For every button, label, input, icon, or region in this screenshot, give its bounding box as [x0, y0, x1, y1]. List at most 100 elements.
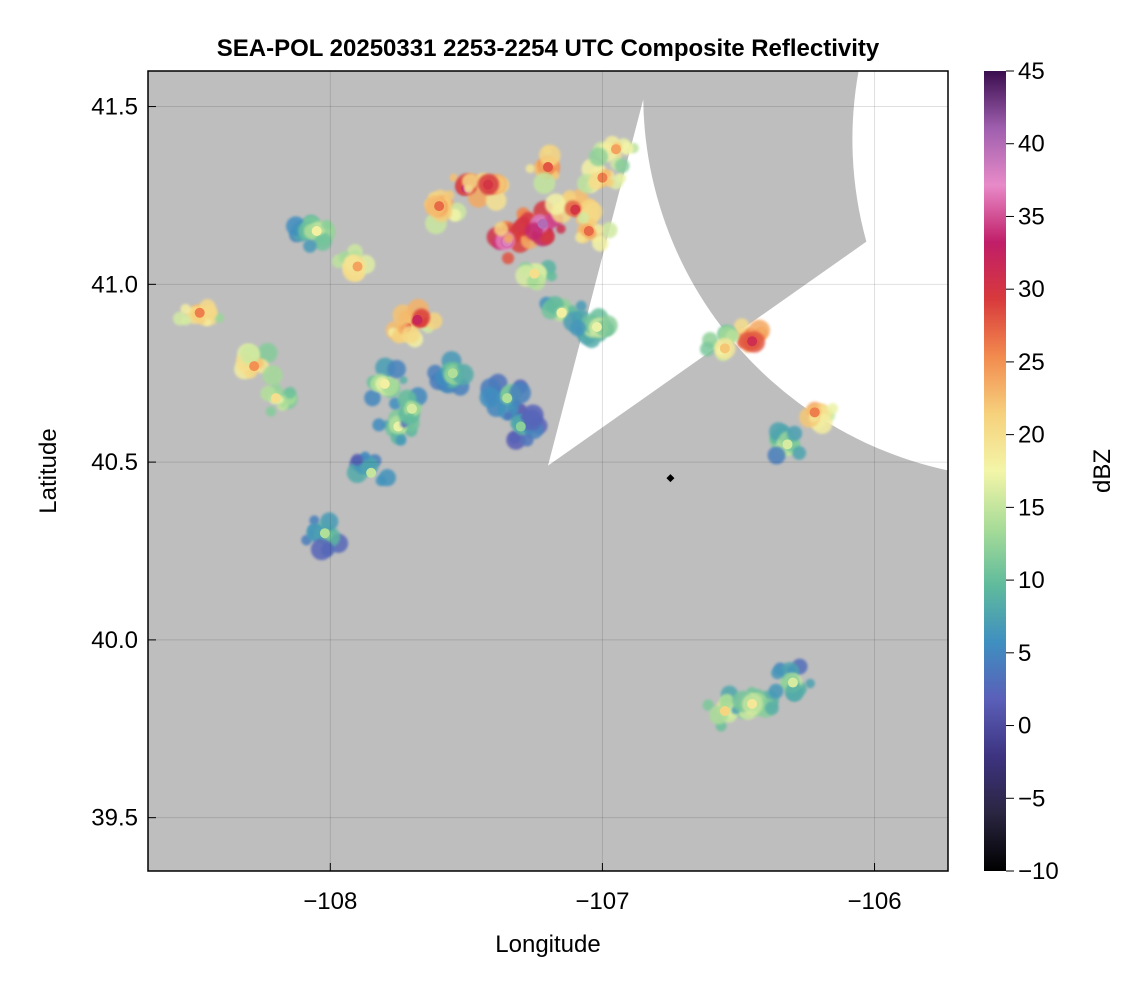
colorbar-tick-label: 35 [1018, 203, 1045, 230]
radar-coverage-area [548, 71, 948, 471]
echo-core [483, 179, 494, 190]
echo-cell [799, 401, 839, 434]
echo-blob [734, 318, 750, 334]
echo-core [447, 368, 458, 379]
echo-blob [556, 224, 566, 234]
echo-blob [503, 233, 514, 244]
echo-blob [395, 434, 407, 446]
echo-cell [767, 422, 807, 465]
echo-core [570, 204, 581, 215]
x-axis-label: Longitude [495, 931, 600, 958]
echo-cell [346, 451, 396, 487]
echo-cell [260, 383, 298, 417]
echo-blob [786, 665, 796, 675]
echo-core [747, 698, 758, 709]
echo-core [611, 144, 622, 155]
colorbar-tick-label: 5 [1018, 640, 1031, 667]
echo-core [719, 343, 730, 354]
colorbar-tick-label: 0 [1018, 713, 1031, 740]
y-axis-ticks: 39.5 40.0 40.5 41.0 41.5 [91, 94, 156, 832]
echo-blob [614, 158, 630, 174]
echo-core [352, 261, 363, 272]
echo-blob [577, 212, 590, 224]
echo-core [434, 201, 445, 212]
echo-cell [461, 173, 510, 211]
colorbar-tick-label: 10 [1018, 567, 1045, 594]
echo-cell [392, 298, 443, 344]
plot-frame [147, 70, 949, 872]
echo-core [747, 336, 758, 347]
colorbar-tick-label: 25 [1018, 349, 1045, 376]
echo-blob [320, 512, 339, 531]
echo-blob [786, 425, 803, 442]
echo-blob [372, 418, 386, 432]
echo-cell [589, 135, 639, 174]
echo-cell [569, 308, 618, 349]
echo-blob [765, 701, 779, 715]
echo-blob [589, 147, 608, 167]
x-tick-label: −108 [303, 888, 357, 915]
echo-cell [525, 144, 561, 195]
echo-blob [313, 232, 332, 251]
echo-blob [575, 300, 587, 312]
y-tick-label: 40.0 [91, 627, 138, 654]
colorbar-scale [984, 71, 1006, 871]
x-axis-ticks: −108 −107 −106 [303, 863, 902, 915]
echo-blob [503, 412, 512, 421]
echo-cell [503, 404, 548, 450]
echo-cell [575, 212, 618, 252]
echo-core [412, 314, 423, 325]
echo-blob [620, 142, 634, 156]
echo-blob [378, 469, 396, 487]
echo-blob [321, 219, 332, 230]
echo-cell [364, 357, 408, 407]
echo-blob [360, 451, 370, 461]
echo-blob [592, 235, 609, 252]
y-tick-label: 40.5 [91, 449, 138, 476]
echo-blob [444, 190, 455, 201]
echo-core [249, 361, 260, 372]
echo-blob [601, 222, 618, 239]
echo-core [194, 307, 205, 318]
echo-core [719, 706, 730, 716]
echo-blob [525, 164, 535, 174]
echo-blob [485, 190, 507, 211]
echo-blob [699, 341, 715, 357]
echo-core [787, 677, 798, 688]
gridlines [148, 71, 948, 871]
echo-blob [501, 252, 515, 265]
reflectivity-echoes [173, 135, 839, 732]
echo-blob [265, 406, 277, 417]
echo-blob [262, 365, 283, 386]
colorbar-label: dBZ [1089, 449, 1116, 493]
echo-blob [387, 359, 406, 379]
echo-blob [309, 515, 320, 526]
echo-core [782, 439, 793, 450]
echo-core [406, 403, 417, 414]
echo-core [502, 393, 513, 404]
echo-cell [768, 658, 815, 702]
echo-blob [405, 412, 415, 422]
echo-blob [310, 538, 333, 561]
echo-blob [538, 144, 561, 167]
echo-blob [399, 376, 408, 385]
radar-site-marker [666, 474, 675, 483]
colorbar-ticks: −10 −5 0 5 10 15 20 25 30 35 40 45 [1006, 58, 1059, 885]
echo-cell [389, 387, 428, 428]
echo-blob [461, 173, 479, 190]
x-tick-label: −107 [575, 888, 629, 915]
echo-blob [181, 315, 192, 326]
echo-core [311, 226, 322, 236]
echo-blob [520, 409, 543, 431]
echo-core [591, 322, 602, 332]
echo-core [597, 172, 608, 183]
echo-blob [544, 193, 567, 216]
echo-core [537, 218, 548, 229]
y-tick-label: 41.0 [91, 271, 138, 298]
x-tick-label: −106 [847, 888, 901, 915]
echo-core [515, 421, 526, 432]
echo-blob [768, 683, 784, 699]
echo-core [583, 226, 594, 236]
echo-blob [306, 523, 326, 543]
